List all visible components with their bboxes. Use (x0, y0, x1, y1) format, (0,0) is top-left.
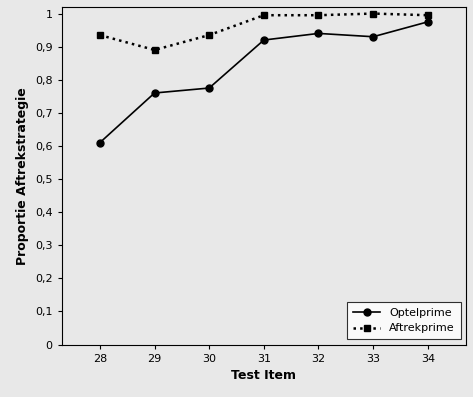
Optelprime (97, 140, 103, 145)
Optelprime (315, 31, 321, 36)
Aftrekprime (315, 13, 321, 17)
Line: Aftrekprime: Aftrekprime (96, 10, 431, 54)
Optelprime (370, 35, 376, 39)
Legend: Optelprime, Aftrekprime: Optelprime, Aftrekprime (347, 302, 461, 339)
Aftrekprime (206, 33, 212, 37)
Optelprime (261, 38, 267, 42)
Optelprime (152, 91, 158, 95)
Aftrekprime (97, 33, 103, 37)
Line: Optelprime: Optelprime (96, 18, 431, 146)
Aftrekprime (370, 11, 376, 16)
Aftrekprime (425, 13, 430, 17)
Optelprime (206, 86, 212, 91)
X-axis label: Test Item: Test Item (231, 369, 296, 382)
Aftrekprime (261, 13, 267, 17)
Optelprime (425, 19, 430, 24)
Aftrekprime (152, 48, 158, 52)
Y-axis label: Proportie Aftrekstrategie: Proportie Aftrekstrategie (17, 87, 29, 265)
